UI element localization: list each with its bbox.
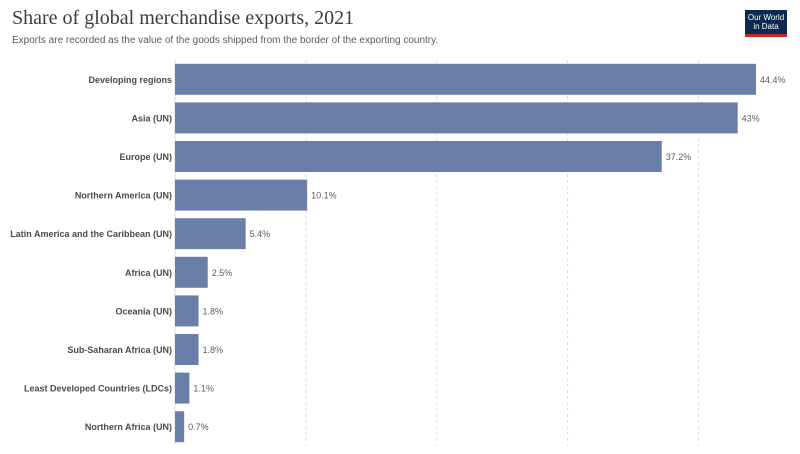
chart-title: Share of global merchandise exports, 202…	[12, 7, 355, 29]
category-label: Africa (UN)	[125, 268, 172, 278]
bar[interactable]	[175, 179, 308, 211]
bar[interactable]	[175, 102, 738, 134]
value-label: 37.2%	[666, 152, 692, 162]
logo-line-1: Our World	[747, 13, 785, 22]
value-label: 10.1%	[311, 191, 337, 201]
value-label: 1.8%	[203, 345, 224, 355]
category-label: Latin America and the Caribbean (UN)	[10, 229, 172, 239]
chart-subtitle: Exports are recorded as the value of the…	[12, 35, 439, 46]
category-label: Developing regions	[88, 75, 172, 85]
bar[interactable]	[175, 256, 208, 288]
value-label: 43%	[742, 113, 760, 123]
bar[interactable]	[175, 141, 662, 172]
bar[interactable]	[175, 372, 190, 404]
category-label: Sub-Saharan Africa (UN)	[67, 345, 172, 355]
category-label: Europe (UN)	[120, 152, 173, 162]
logo-line-2: in Data	[753, 22, 779, 31]
bar[interactable]	[175, 295, 199, 327]
owid-logo[interactable]: Our World in Data	[745, 10, 787, 37]
value-label: 5.4%	[250, 229, 271, 239]
category-label: Asia (UN)	[131, 113, 172, 123]
value-label: 44.4%	[760, 75, 786, 85]
category-label: Least Developed Countries (LDCs)	[24, 384, 172, 394]
value-label: 2.5%	[212, 268, 233, 278]
bar[interactable]	[175, 411, 185, 443]
category-label: Oceania (UN)	[115, 306, 172, 316]
value-label: 0.7%	[188, 422, 209, 432]
value-label: 1.8%	[203, 306, 224, 316]
bar[interactable]	[175, 218, 246, 250]
bar[interactable]	[175, 63, 756, 95]
category-label: Northern Africa (UN)	[85, 422, 172, 432]
bar[interactable]	[175, 334, 199, 365]
value-label: 1.1%	[193, 384, 214, 394]
category-label: Northern America (UN)	[75, 191, 172, 201]
